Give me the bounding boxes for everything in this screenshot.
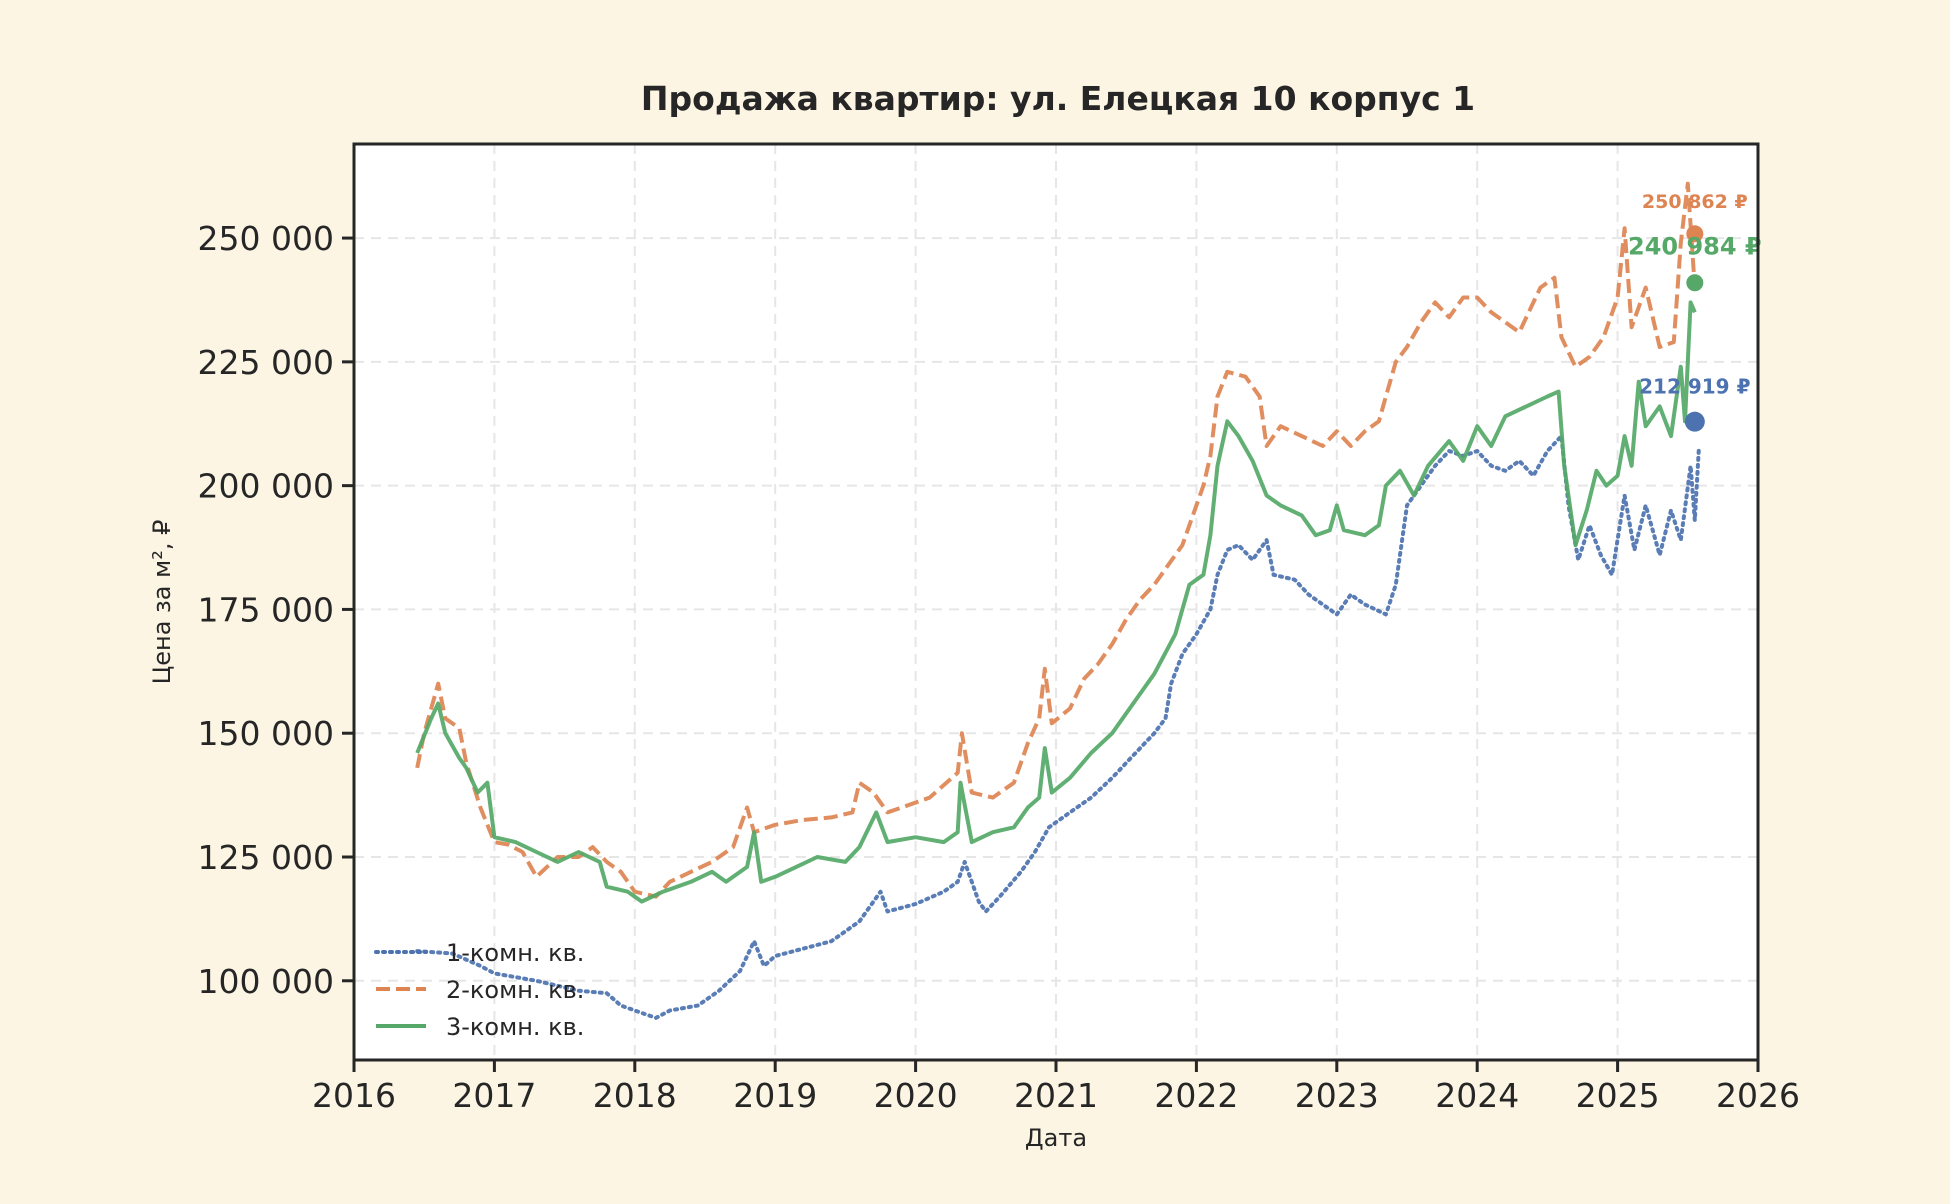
x-axis-label: Дата: [1025, 1124, 1087, 1152]
y-tick-label: 125 000: [198, 838, 334, 877]
x-tick-label: 2024: [1435, 1076, 1519, 1115]
legend-label-1: 1-комн. кв.: [446, 939, 584, 967]
legend-label-2: 2-комн. кв.: [446, 976, 584, 1004]
y-tick-label: 100 000: [198, 962, 334, 1001]
x-tick-label: 2022: [1154, 1076, 1238, 1115]
y-tick-label: 250 000: [198, 219, 334, 258]
data-series: [415, 181, 1701, 1020]
x-tick-label: 2017: [452, 1076, 536, 1115]
x-tick-label: 2025: [1576, 1076, 1660, 1115]
legend-label-3: 3-комн. кв.: [446, 1013, 584, 1041]
y-axis-label: Цена за м², ₽: [148, 520, 176, 685]
series-line-3: [415, 300, 1697, 904]
last-value-label-2: 250 862 ₽: [1642, 191, 1748, 213]
x-tick-label: 2023: [1295, 1076, 1379, 1115]
last-value-label-3: 240 984 ₽: [1628, 233, 1762, 261]
x-tick-label: 2021: [1014, 1076, 1098, 1115]
last-value-marker-3: [1686, 274, 1704, 292]
last-value-markers: 212 919 ₽ 250 862 ₽ 240 984 ₽: [1628, 191, 1762, 432]
x-tick-label: 2018: [593, 1076, 677, 1115]
y-axis-ticks: 100 000 125 000 150 000 175 000 200 000 225 0…: [198, 219, 354, 1001]
legend: 1-комн. кв. 2-комн. кв. 3-комн. кв.: [374, 939, 584, 1041]
x-tick-label: 2016: [312, 1076, 396, 1115]
x-axis-ticks: 2016 2017 2018 2019 2020 2021 2022 2023 2024 2025…: [312, 1060, 1800, 1115]
x-tick-label: 2020: [874, 1076, 958, 1115]
last-value-marker-1: [1684, 411, 1705, 432]
y-tick-label: 225 000: [198, 343, 334, 382]
y-tick-label: 175 000: [198, 590, 334, 629]
series-line-2: [415, 181, 1697, 899]
last-value-label-1: 212 919 ₽: [1639, 375, 1750, 399]
x-tick-label: 2026: [1716, 1076, 1800, 1115]
plot-area: [354, 144, 1758, 1060]
y-tick-label: 200 000: [198, 467, 334, 506]
last-value-marker-2: [1686, 225, 1704, 243]
chart-title: Продажа квартир: ул. Елецкая 10 корпус 1: [641, 79, 1475, 118]
grid-lines: [353, 144, 1759, 1060]
y-tick-label: 150 000: [198, 714, 334, 753]
x-tick-label: 2019: [733, 1076, 817, 1115]
